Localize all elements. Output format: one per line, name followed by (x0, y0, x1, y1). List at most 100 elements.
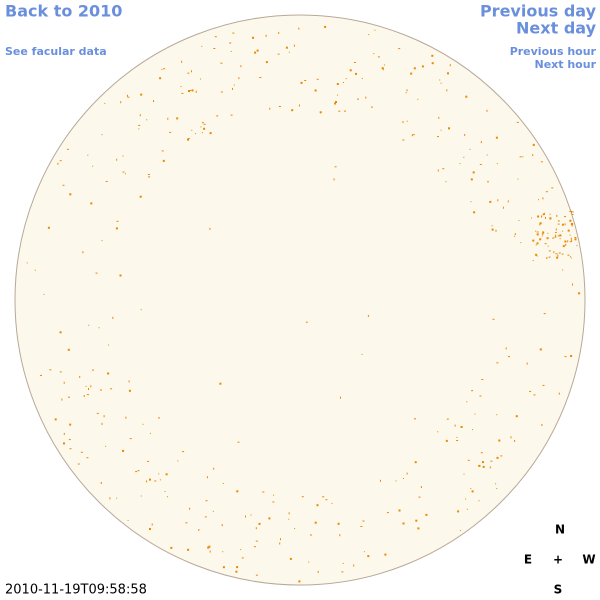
facula (334, 166, 337, 168)
previous-hour-link[interactable]: Previous hour (510, 45, 597, 58)
facula (187, 138, 190, 140)
facula (115, 227, 118, 230)
facula (398, 509, 401, 512)
facula (177, 460, 179, 462)
facula (201, 122, 204, 124)
facula (119, 274, 122, 277)
facula (386, 512, 389, 514)
facula (402, 522, 405, 525)
facula (187, 138, 189, 141)
facula (557, 235, 560, 237)
facula (491, 225, 493, 227)
facula (255, 540, 258, 542)
facula (539, 223, 541, 226)
facula (213, 48, 216, 49)
facula (49, 369, 52, 371)
facula (214, 36, 217, 38)
facula (564, 356, 567, 358)
facula (440, 82, 442, 84)
facula (116, 220, 119, 222)
facula (188, 90, 190, 93)
next-hour-link[interactable]: Next hour (535, 58, 597, 71)
facula (539, 348, 542, 351)
facula (532, 260, 534, 262)
facula (63, 432, 65, 435)
facula (90, 385, 92, 388)
back-link[interactable]: Back to 2010 (5, 2, 122, 21)
facula (293, 44, 295, 47)
facula (555, 234, 557, 237)
facula (237, 441, 240, 443)
facula (571, 222, 574, 225)
facula (100, 389, 102, 391)
facula (67, 348, 70, 351)
facula (552, 237, 555, 239)
facula (558, 392, 560, 395)
previous-day-link[interactable]: Previous day (480, 2, 597, 21)
facula (545, 191, 548, 193)
facula (92, 369, 94, 371)
facula (520, 242, 522, 244)
facula (68, 439, 71, 441)
facula (542, 214, 545, 215)
next-day-link[interactable]: Next day (516, 19, 597, 38)
facula (535, 230, 537, 232)
facula (105, 445, 107, 447)
facula (191, 89, 194, 92)
facula (95, 272, 98, 274)
facula (549, 217, 552, 220)
facula (153, 100, 154, 103)
facula (507, 200, 509, 203)
facula (337, 522, 340, 525)
facula (146, 480, 148, 483)
facula (536, 231, 539, 233)
facula (489, 200, 492, 203)
facula (86, 394, 89, 396)
facula (169, 131, 172, 133)
facula (541, 235, 543, 237)
facula (516, 121, 519, 123)
facula (62, 184, 65, 186)
facula (514, 233, 516, 236)
facula (125, 416, 127, 419)
facula (80, 451, 83, 453)
facula (574, 237, 577, 238)
facula (335, 101, 337, 103)
facula (549, 213, 551, 215)
facula (365, 96, 367, 99)
facula (421, 65, 424, 68)
facula (547, 232, 549, 234)
facula (187, 72, 190, 74)
facula (569, 210, 572, 212)
facula (562, 269, 564, 271)
facula (355, 72, 357, 75)
facula (269, 107, 271, 110)
facula (339, 534, 341, 537)
facula (562, 245, 565, 248)
facula (40, 374, 42, 376)
facula (547, 245, 549, 247)
facula (221, 524, 223, 527)
facula (208, 545, 211, 548)
facula (300, 81, 303, 84)
facula (417, 527, 420, 530)
facula (298, 104, 300, 107)
facula (505, 347, 507, 350)
facula (291, 109, 294, 112)
facula (539, 222, 542, 225)
facula (498, 439, 501, 442)
facula (495, 483, 497, 485)
facula (402, 121, 404, 124)
facula (319, 111, 322, 114)
facula (139, 114, 141, 117)
compass-north: N (555, 523, 565, 537)
facula (88, 324, 90, 326)
facula (222, 483, 224, 484)
facula (298, 580, 301, 583)
facula (288, 512, 290, 515)
facular-link[interactable]: See facular data (5, 45, 107, 58)
facula (198, 529, 200, 531)
facula (191, 70, 192, 73)
facula (317, 570, 319, 573)
facula (481, 379, 484, 380)
